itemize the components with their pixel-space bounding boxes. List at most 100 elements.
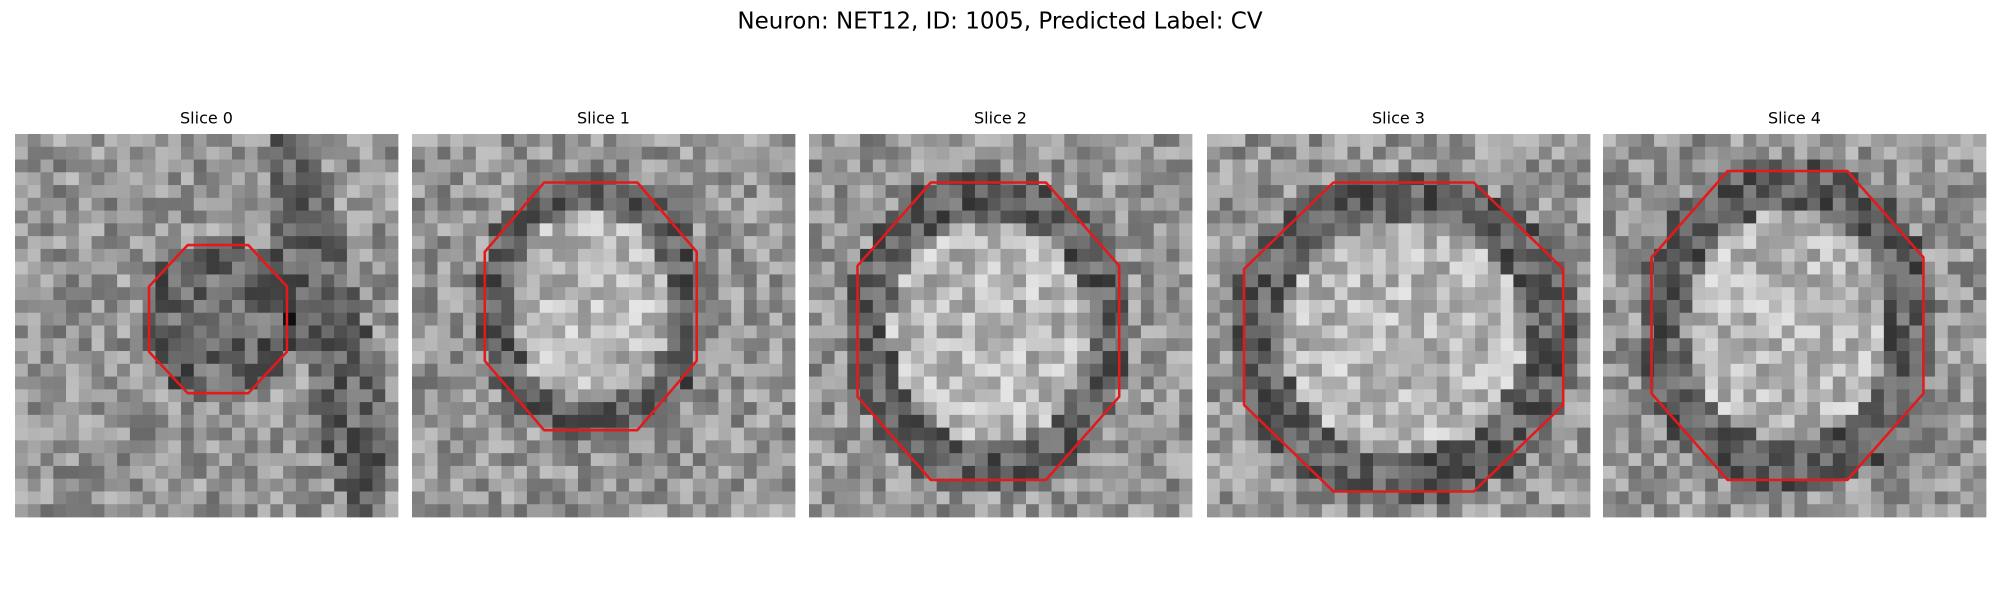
pixel	[1321, 504, 1336, 518]
pixel	[526, 236, 541, 250]
pixel	[577, 491, 592, 505]
pixel	[1140, 248, 1155, 263]
pixel	[385, 197, 399, 211]
pixel	[1296, 351, 1310, 365]
pixel	[1500, 491, 1514, 505]
pixel	[1717, 210, 1732, 224]
pixel	[718, 389, 732, 403]
pixel	[308, 261, 322, 275]
pixel	[514, 236, 528, 250]
pixel	[923, 299, 938, 314]
pixel	[257, 185, 271, 199]
pixel	[923, 351, 938, 365]
pixel	[743, 465, 758, 480]
pixel	[257, 223, 271, 237]
pixel	[782, 363, 796, 377]
pixel	[974, 261, 989, 275]
pixel	[705, 274, 719, 288]
pixel	[1232, 299, 1246, 314]
pixel	[1743, 427, 1757, 441]
pixel	[821, 236, 835, 250]
pixel	[1730, 478, 1744, 492]
pixel	[1705, 236, 1719, 250]
pixel	[1321, 236, 1336, 250]
pixel	[885, 312, 899, 326]
pixel	[1115, 274, 1129, 288]
pixel	[78, 427, 92, 441]
pixel	[936, 465, 950, 480]
pixel	[155, 376, 169, 390]
pixel	[731, 402, 745, 416]
pixel	[1858, 402, 1872, 416]
pixel	[1628, 465, 1642, 480]
pixel	[1385, 478, 1399, 492]
pixel	[1102, 312, 1116, 326]
pixel	[898, 491, 912, 505]
pixel	[1679, 146, 1693, 160]
pixel	[1436, 376, 1450, 390]
pixel	[705, 172, 719, 186]
pixel	[616, 159, 630, 173]
pixel	[1500, 325, 1514, 339]
pixel	[244, 312, 258, 326]
pixel	[1245, 287, 1259, 301]
pixel	[1577, 453, 1591, 467]
pixel	[821, 261, 835, 275]
pixel	[769, 146, 783, 160]
pixel	[1526, 159, 1540, 173]
pixel	[667, 440, 681, 454]
pixel	[193, 223, 207, 237]
pixel	[911, 504, 925, 518]
pixel	[872, 287, 886, 301]
pixel	[463, 287, 477, 301]
pixel	[1245, 414, 1259, 429]
pixel	[936, 274, 950, 288]
pixel	[308, 338, 322, 352]
pixel	[782, 504, 796, 518]
pixel	[872, 197, 886, 211]
pixel	[78, 312, 92, 326]
pixel	[974, 414, 989, 429]
pixel	[962, 363, 976, 377]
pixel	[1026, 134, 1040, 148]
pixel	[1411, 440, 1425, 454]
pixel	[539, 363, 553, 377]
pixel	[308, 414, 322, 429]
pixel	[1245, 325, 1259, 339]
pixel	[295, 325, 310, 339]
pixel	[1922, 338, 1936, 352]
pixel	[1654, 376, 1668, 390]
pixel	[1730, 465, 1744, 480]
pixel	[1219, 427, 1233, 441]
pixel	[731, 440, 745, 454]
pixel	[1360, 338, 1374, 352]
pixel	[232, 504, 246, 518]
pixel	[629, 159, 643, 173]
pixel	[1321, 440, 1336, 454]
pixel	[1411, 465, 1425, 480]
pixel	[437, 504, 451, 518]
pixel	[424, 172, 438, 186]
pixel	[1538, 287, 1553, 301]
pixel	[1115, 338, 1129, 352]
pixel	[501, 440, 515, 454]
pixel	[1115, 440, 1129, 454]
pixel	[1372, 134, 1387, 148]
pixel	[1462, 236, 1476, 250]
pixel	[1820, 376, 1834, 390]
pixel	[1577, 478, 1591, 492]
pixel	[142, 236, 156, 250]
pixel	[1232, 325, 1246, 339]
pixel	[1922, 236, 1936, 250]
pixel	[1526, 351, 1540, 365]
pixel	[1360, 363, 1374, 377]
pixel	[412, 478, 426, 492]
pixel	[40, 299, 54, 314]
pixel	[667, 146, 681, 160]
pixel	[654, 363, 668, 377]
pixel	[782, 325, 796, 339]
pixel	[104, 274, 118, 288]
pixel	[1513, 453, 1527, 467]
pixel	[769, 363, 783, 377]
pixel	[1730, 185, 1744, 199]
